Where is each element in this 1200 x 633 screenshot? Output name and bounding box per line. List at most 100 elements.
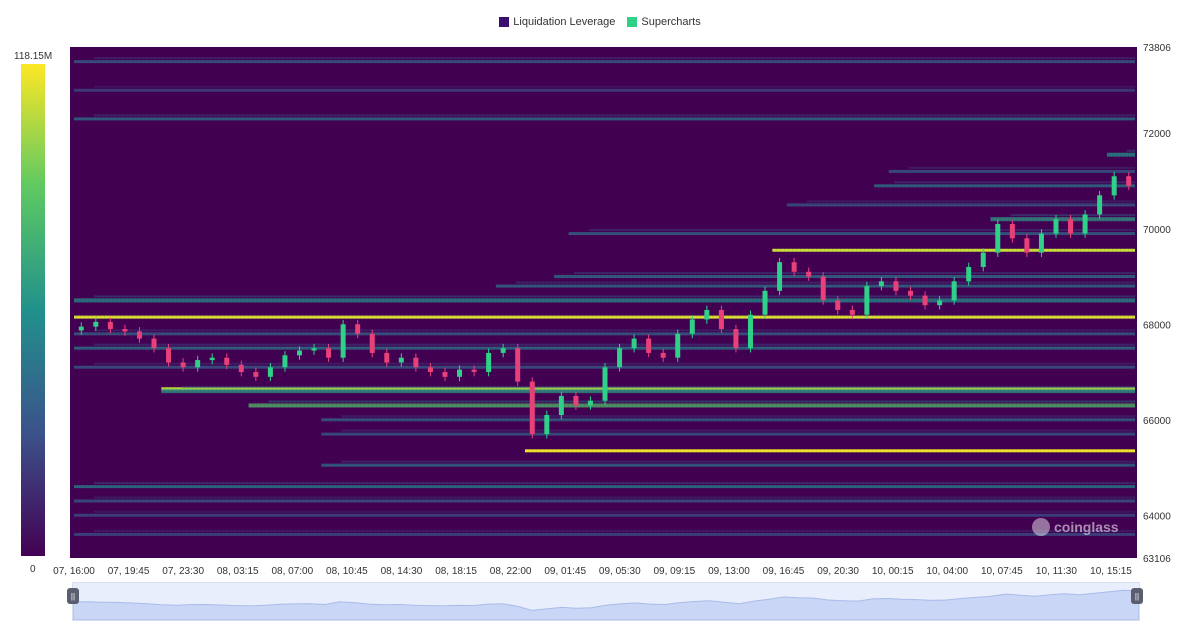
candle-body — [180, 362, 186, 368]
candle-body — [631, 338, 637, 349]
candle-body — [937, 300, 943, 306]
candle-body — [573, 395, 579, 406]
candle-body — [195, 360, 201, 368]
candle-body — [835, 300, 841, 310]
candle-body — [718, 309, 724, 330]
candle-body — [995, 223, 1001, 253]
x-tick-label: 07, 19:45 — [108, 566, 150, 577]
candle-body — [646, 338, 652, 353]
candle-body — [311, 348, 317, 351]
legend-swatch-liquidation-leverage — [499, 17, 510, 27]
colorbar — [21, 64, 45, 556]
x-tick-label: 09, 20:30 — [817, 566, 859, 577]
candle-body — [762, 290, 768, 315]
candle-body — [617, 348, 623, 368]
candle-body — [777, 262, 783, 291]
candle-body — [704, 309, 710, 320]
candle-body — [413, 357, 419, 368]
candle-body — [1097, 195, 1103, 215]
candle-body — [500, 348, 506, 353]
candle-body — [660, 352, 666, 358]
candle-body — [253, 372, 259, 377]
candle-body — [471, 369, 477, 373]
x-tick-label: 09, 05:30 — [599, 566, 641, 577]
x-tick-label: 08, 03:15 — [217, 566, 259, 577]
candle-body — [296, 350, 302, 356]
candle-body — [587, 400, 593, 406]
x-tick-label: 07, 23:30 — [162, 566, 204, 577]
y-tick-label: 72000 — [1143, 129, 1171, 140]
x-tick-label: 10, 15:15 — [1090, 566, 1132, 577]
candle-body — [1126, 176, 1132, 186]
candle-body — [864, 286, 870, 315]
candle-body — [326, 348, 332, 358]
y-tick-label: 68000 — [1143, 320, 1171, 331]
candle-body — [340, 324, 346, 358]
candle-body — [398, 357, 404, 363]
x-tick-label: 10, 00:15 — [872, 566, 914, 577]
candle-body — [457, 369, 463, 377]
candle-body — [820, 276, 826, 301]
candle-body — [878, 281, 884, 287]
candle-body — [355, 324, 361, 334]
legend-label-supercharts: Supercharts — [641, 16, 701, 28]
y-edge-label: 73806 — [1143, 43, 1171, 54]
candle-body — [966, 266, 972, 282]
legend-item-liquidation-leverage[interactable]: Liquidation Leverage — [499, 16, 615, 28]
candle-body — [1068, 219, 1074, 234]
candle-body — [1024, 238, 1030, 253]
slider-left-handle[interactable]: || — [67, 588, 79, 604]
candle-body — [107, 321, 113, 330]
candle-body — [791, 262, 797, 272]
slider-right-handle[interactable]: || — [1131, 588, 1143, 604]
candle-body — [1038, 233, 1044, 253]
candle-body — [238, 364, 244, 373]
x-tick-label: 10, 11:30 — [1036, 566, 1077, 577]
y-edge-label: 63106 — [1143, 554, 1171, 565]
y-tick-label: 64000 — [1143, 511, 1171, 522]
x-tick-label: 07, 16:00 — [53, 566, 95, 577]
legend-label-liquidation-leverage: Liquidation Leverage — [513, 16, 616, 28]
candle-body — [1009, 223, 1015, 239]
candle-body — [166, 348, 172, 363]
x-tick-label: 08, 10:45 — [326, 566, 368, 577]
x-tick-label: 08, 14:30 — [381, 566, 423, 577]
y-tick-label: 66000 — [1143, 416, 1171, 427]
candle-body — [267, 367, 273, 377]
candle-body — [1082, 214, 1088, 234]
heatmap-cell-grid — [70, 47, 1137, 558]
candle-body — [733, 329, 739, 349]
candle-body — [951, 281, 957, 301]
candle-body — [980, 252, 986, 267]
time-range-slider[interactable] — [72, 582, 1140, 621]
candle-body — [849, 309, 855, 315]
x-tick-label: 09, 01:45 — [544, 566, 586, 577]
candle-body — [689, 319, 695, 334]
slider-overview-area — [72, 589, 1140, 621]
coinglass-watermark: coinglass — [1032, 518, 1119, 536]
candle-body — [806, 271, 812, 277]
candle-body — [93, 321, 99, 327]
legend-item-supercharts[interactable]: Supercharts — [627, 16, 701, 28]
x-tick-label: 08, 07:00 — [271, 566, 313, 577]
candle-body — [529, 381, 535, 435]
x-tick-label: 09, 13:00 — [708, 566, 750, 577]
candle-body — [602, 367, 608, 401]
x-tick-label: 09, 16:45 — [763, 566, 805, 577]
candle-body — [122, 329, 128, 332]
chart-legend: Liquidation Leverage Supercharts — [0, 16, 1200, 28]
candle-body — [151, 338, 157, 349]
legend-swatch-supercharts — [627, 17, 638, 27]
x-tick-label: 09, 09:15 — [654, 566, 696, 577]
x-tick-label: 10, 04:00 — [926, 566, 968, 577]
candle-body — [1053, 219, 1059, 234]
candle-body — [282, 355, 288, 368]
candle-body — [224, 357, 230, 365]
candle-body — [427, 367, 433, 373]
candle-body — [442, 372, 448, 377]
candle-body — [675, 333, 681, 358]
candle-body — [136, 331, 142, 339]
candle-body — [209, 357, 215, 361]
candle-body — [1111, 176, 1117, 196]
